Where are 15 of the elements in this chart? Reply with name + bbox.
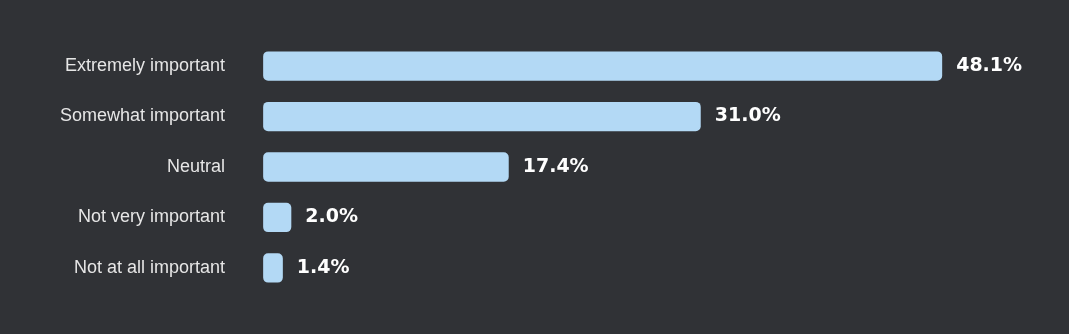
bar bbox=[263, 253, 283, 283]
bar bbox=[263, 51, 943, 81]
data-label: 48.1% bbox=[956, 52, 1023, 75]
y-tick-label: Not very important bbox=[78, 206, 226, 227]
data-label: 2.0% bbox=[305, 204, 359, 227]
bar bbox=[263, 202, 292, 233]
data-label: 17.4% bbox=[522, 153, 589, 176]
data-label: 1.4% bbox=[296, 254, 350, 277]
data-label: 31.0% bbox=[714, 103, 781, 126]
y-tick-label: Neutral bbox=[167, 155, 226, 176]
y-tick-label: Not at all important bbox=[74, 256, 226, 277]
bar bbox=[263, 152, 509, 182]
bar bbox=[263, 101, 701, 132]
y-tick-label: Somewhat important bbox=[60, 105, 226, 126]
y-tick-label: Extremely important bbox=[65, 55, 226, 76]
